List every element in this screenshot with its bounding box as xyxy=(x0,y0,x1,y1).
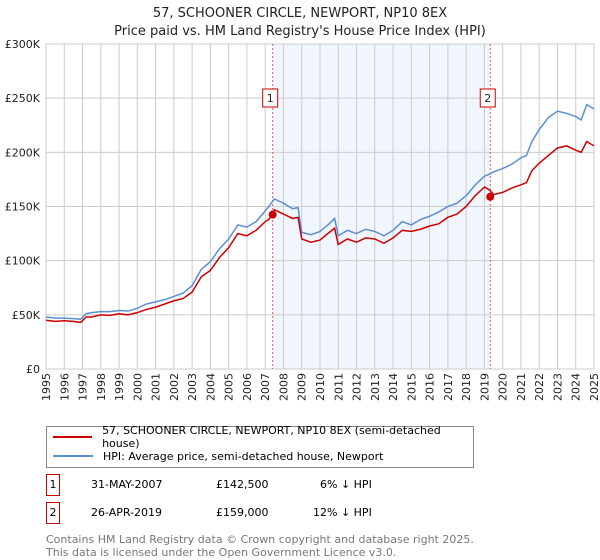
x-tick-label: 2004 xyxy=(204,373,217,401)
x-tick-label: 1999 xyxy=(113,373,126,401)
legend-swatch-red xyxy=(53,436,93,438)
legend-label: 57, SCHOONER CIRCLE, NEWPORT, NP10 8EX (… xyxy=(102,424,441,450)
sale-price: £142,500 xyxy=(216,478,269,491)
x-tick-label: 2002 xyxy=(168,373,181,401)
y-tick-label: £200K xyxy=(5,146,41,159)
sale-point xyxy=(486,192,495,201)
x-tick-label: 2011 xyxy=(332,373,345,401)
x-tick-label: 2003 xyxy=(186,373,199,401)
y-tick-label: £50K xyxy=(12,309,41,322)
x-tick-label: 2012 xyxy=(351,373,364,401)
x-tick-label: 2016 xyxy=(424,373,437,401)
sale-label: 2 xyxy=(484,92,491,105)
y-tick-label: £0 xyxy=(26,363,40,376)
x-tick-label: 2013 xyxy=(369,373,382,401)
legend-label: HPI: Average price, semi-detached house,… xyxy=(103,449,384,463)
legend-item-hpi: HPI: Average price, semi-detached house,… xyxy=(53,447,383,465)
sale-price: £159,000 xyxy=(216,506,269,519)
legend-swatch-blue xyxy=(53,455,93,457)
sale-label-box xyxy=(262,88,279,108)
x-tick-label: 2024 xyxy=(570,373,583,401)
x-tick-label: 2006 xyxy=(241,373,254,401)
x-tick-label: 1998 xyxy=(95,373,108,401)
x-tick-label: 1996 xyxy=(58,373,71,401)
sale-badge: 2 xyxy=(46,502,60,524)
chart-subtitle: Price paid vs. HM Land Registry's House … xyxy=(114,24,486,39)
y-tick-label: £300K xyxy=(5,38,41,51)
sale-badge: 1 xyxy=(46,474,60,496)
x-tick-label: 2000 xyxy=(131,373,144,401)
series-line xyxy=(45,140,595,324)
x-tick-label: 2014 xyxy=(387,373,400,401)
x-tick-label: 2018 xyxy=(460,373,473,401)
sale-date: 31-MAY-2007 xyxy=(91,478,163,491)
x-tick-label: 2001 xyxy=(150,373,163,401)
y-tick-label: £100K xyxy=(5,255,41,268)
y-tick-label: £250K xyxy=(5,92,41,105)
y-tick-label: £150K xyxy=(5,201,41,214)
x-tick-label: 2005 xyxy=(223,373,236,401)
x-tick-label: 2020 xyxy=(497,373,510,401)
footer: Contains HM Land Registry data © Crown c… xyxy=(46,533,474,559)
sale-label: 1 xyxy=(267,92,274,105)
copyright-text: Contains HM Land Registry data © Crown c… xyxy=(46,533,474,546)
x-tick-label: 1995 xyxy=(40,373,53,401)
legend-item-property: 57, SCHOONER CIRCLE, NEWPORT, NP10 8EX (… xyxy=(53,424,473,450)
x-tick-label: 2025 xyxy=(588,373,600,401)
sale-row: 1 31-MAY-2007 £142,500 6% ↓ HPI xyxy=(46,474,446,496)
x-tick-label: 2009 xyxy=(296,373,309,401)
x-tick-label: 2008 xyxy=(277,373,290,401)
sale-hpi: 12% ↓ HPI xyxy=(313,506,372,519)
x-tick-label: 2015 xyxy=(405,373,418,401)
licence-text: This data is licensed under the Open Gov… xyxy=(46,546,397,559)
x-tick-label: 2010 xyxy=(314,373,327,401)
series-line xyxy=(45,103,595,320)
legend: 57, SCHOONER CIRCLE, NEWPORT, NP10 8EX (… xyxy=(46,424,474,468)
price-chart: 1995 1996 1997 1998 1999 2000 2001 2002 2003 2004… xyxy=(5,38,600,401)
x-tick-label: 2022 xyxy=(533,373,546,401)
x-tick-label: 1997 xyxy=(77,373,90,401)
chart-title: 57, SCHOONER CIRCLE, NEWPORT, NP10 8EX xyxy=(152,6,448,21)
sale-hpi: 6% ↓ HPI xyxy=(320,478,372,491)
sale-label-box xyxy=(479,88,496,108)
x-tick-label: 2019 xyxy=(478,373,491,401)
sale-date: 26-APR-2019 xyxy=(91,506,163,519)
x-tick-label: 2021 xyxy=(515,373,528,401)
x-tick-label: 2007 xyxy=(259,373,272,401)
sale-row: 2 26-APR-2019 £159,000 12% ↓ HPI xyxy=(46,502,446,524)
x-tick-label: 2017 xyxy=(442,373,455,401)
x-tick-label: 2023 xyxy=(551,373,564,401)
sale-point xyxy=(268,210,277,219)
